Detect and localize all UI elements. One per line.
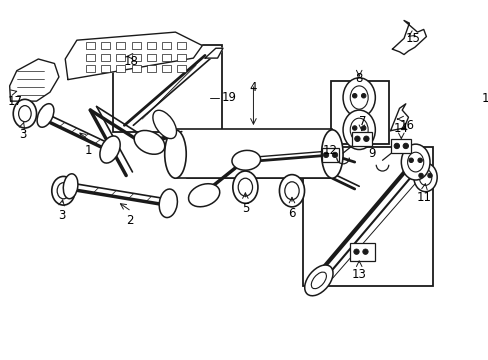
Bar <box>175 129 332 178</box>
Text: 13: 13 <box>351 268 366 281</box>
Bar <box>113 45 222 132</box>
Text: 2: 2 <box>125 214 133 227</box>
Ellipse shape <box>349 118 367 141</box>
Ellipse shape <box>304 265 332 296</box>
Polygon shape <box>204 48 223 58</box>
Text: 8: 8 <box>355 72 362 85</box>
Ellipse shape <box>361 94 365 98</box>
Bar <box>302 147 432 286</box>
Ellipse shape <box>153 110 176 139</box>
Bar <box>86 42 95 49</box>
Ellipse shape <box>52 176 75 205</box>
Bar <box>391 139 410 153</box>
Ellipse shape <box>478 100 488 111</box>
Text: 3: 3 <box>58 209 65 222</box>
Bar <box>349 243 375 261</box>
Ellipse shape <box>363 136 368 141</box>
Bar <box>101 54 110 61</box>
Bar <box>177 42 186 49</box>
Ellipse shape <box>279 175 304 207</box>
Ellipse shape <box>134 130 164 154</box>
Ellipse shape <box>321 130 343 178</box>
Ellipse shape <box>393 143 399 149</box>
Bar <box>116 42 125 49</box>
Bar <box>162 54 171 61</box>
Text: 17: 17 <box>8 95 23 108</box>
Ellipse shape <box>232 171 257 203</box>
Text: 18: 18 <box>123 54 138 68</box>
Ellipse shape <box>408 158 412 162</box>
Ellipse shape <box>471 95 488 117</box>
Bar <box>351 132 371 146</box>
Ellipse shape <box>13 99 37 128</box>
Ellipse shape <box>343 78 375 117</box>
Ellipse shape <box>352 94 356 98</box>
Ellipse shape <box>323 152 328 158</box>
Ellipse shape <box>418 169 431 185</box>
Ellipse shape <box>19 105 31 122</box>
Bar <box>177 54 186 61</box>
Ellipse shape <box>57 183 70 199</box>
Ellipse shape <box>362 249 367 255</box>
Bar <box>321 148 339 162</box>
Text: 10: 10 <box>481 92 488 105</box>
Ellipse shape <box>238 178 252 196</box>
Ellipse shape <box>63 174 78 199</box>
Polygon shape <box>10 59 59 101</box>
Ellipse shape <box>164 130 186 178</box>
Bar <box>116 54 125 61</box>
Ellipse shape <box>427 173 431 178</box>
Text: 12: 12 <box>323 144 337 157</box>
Bar <box>177 65 186 72</box>
Ellipse shape <box>349 86 367 109</box>
Ellipse shape <box>353 249 359 255</box>
Ellipse shape <box>417 158 422 162</box>
Bar <box>86 54 95 61</box>
Text: 4: 4 <box>249 81 257 94</box>
Bar <box>146 65 156 72</box>
Ellipse shape <box>354 136 359 141</box>
Ellipse shape <box>402 143 407 149</box>
Ellipse shape <box>413 163 436 192</box>
Ellipse shape <box>188 184 219 207</box>
Text: 3: 3 <box>20 128 27 141</box>
Text: 6: 6 <box>287 207 295 220</box>
Bar <box>162 42 171 49</box>
Ellipse shape <box>159 189 177 217</box>
Text: 5: 5 <box>241 202 248 215</box>
Ellipse shape <box>407 152 423 172</box>
Bar <box>101 42 110 49</box>
Polygon shape <box>65 32 202 80</box>
Bar <box>116 65 125 72</box>
Bar <box>131 42 140 49</box>
Ellipse shape <box>311 272 326 289</box>
Ellipse shape <box>352 126 356 130</box>
Ellipse shape <box>284 182 299 200</box>
Ellipse shape <box>231 150 260 170</box>
Text: 9: 9 <box>367 147 375 160</box>
Text: 11: 11 <box>416 191 431 204</box>
Ellipse shape <box>37 104 54 127</box>
Bar <box>330 81 388 144</box>
Text: 7: 7 <box>358 115 366 128</box>
Ellipse shape <box>401 144 429 180</box>
Bar <box>86 65 95 72</box>
Ellipse shape <box>100 136 120 163</box>
Text: 14: 14 <box>393 122 408 135</box>
Bar <box>162 65 171 72</box>
Bar <box>146 42 156 49</box>
Ellipse shape <box>343 110 375 149</box>
Bar <box>131 65 140 72</box>
Text: 16: 16 <box>399 119 414 132</box>
Text: 1: 1 <box>84 144 92 157</box>
Bar <box>131 54 140 61</box>
Ellipse shape <box>418 173 423 178</box>
Bar <box>101 65 110 72</box>
Ellipse shape <box>332 152 337 158</box>
Text: 19: 19 <box>222 91 237 104</box>
Ellipse shape <box>361 126 365 130</box>
Bar <box>146 54 156 61</box>
Text: 15: 15 <box>405 32 420 45</box>
